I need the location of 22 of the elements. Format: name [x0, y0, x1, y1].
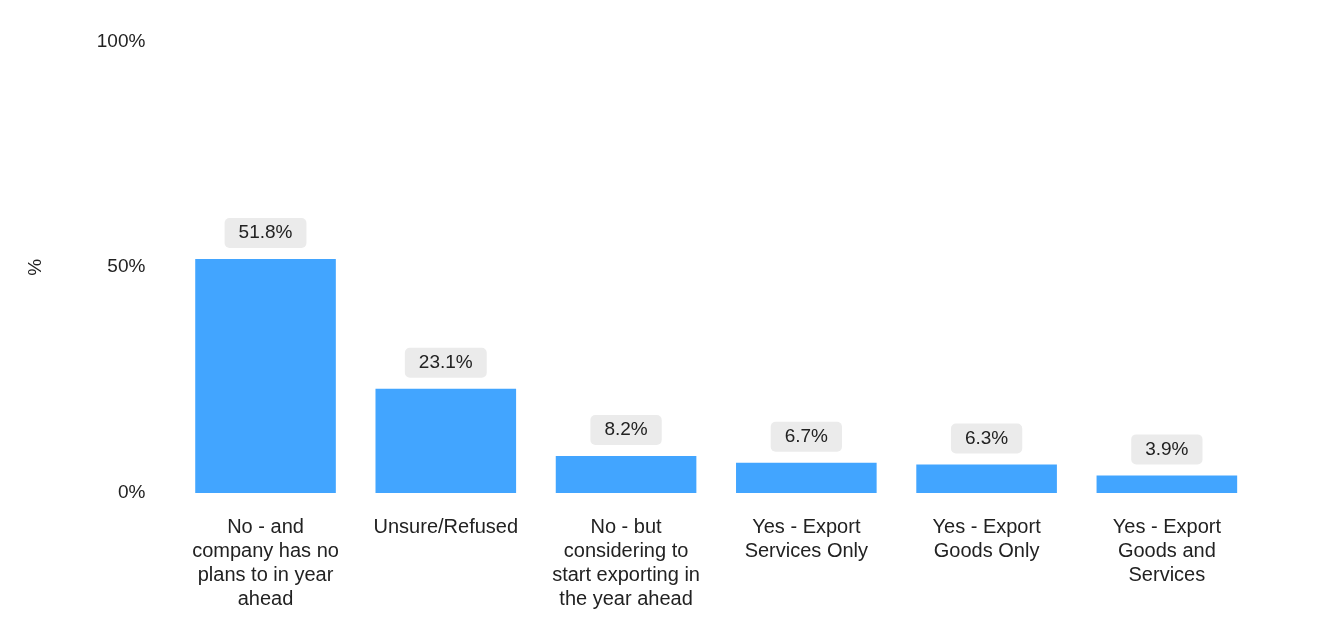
bar [736, 462, 877, 493]
x-tick-label: Yes - Export Services Only [744, 514, 869, 561]
y-tick-label: 0% [117, 481, 146, 503]
x-tick-label: Yes - Export Goods and Services [1112, 514, 1222, 585]
bar [555, 455, 697, 493]
data-label: 3.9% [1145, 437, 1189, 459]
data-label: 6.7% [784, 424, 829, 446]
x-tick-label: No - but considering to start exporting in the year ahead [552, 514, 700, 609]
y-axis-title: % [23, 258, 45, 276]
bar [375, 388, 517, 493]
bar [195, 259, 336, 493]
data-label: 8.2% [604, 418, 648, 440]
bar [1096, 475, 1238, 493]
data-label: 6.3% [964, 426, 1009, 448]
x-tick-label: Yes - Export Goods Only [932, 514, 1042, 561]
x-tick-label: Unsure/Refused [373, 514, 519, 537]
x-tick-label: No - and company has no plans to in year ahead [192, 514, 339, 609]
data-label: 23.1% [418, 350, 473, 372]
bar [916, 464, 1057, 493]
y-tick-label: 100% [96, 29, 146, 51]
data-label: 51.8% [238, 221, 293, 243]
y-tick-label: 50% [107, 255, 146, 277]
